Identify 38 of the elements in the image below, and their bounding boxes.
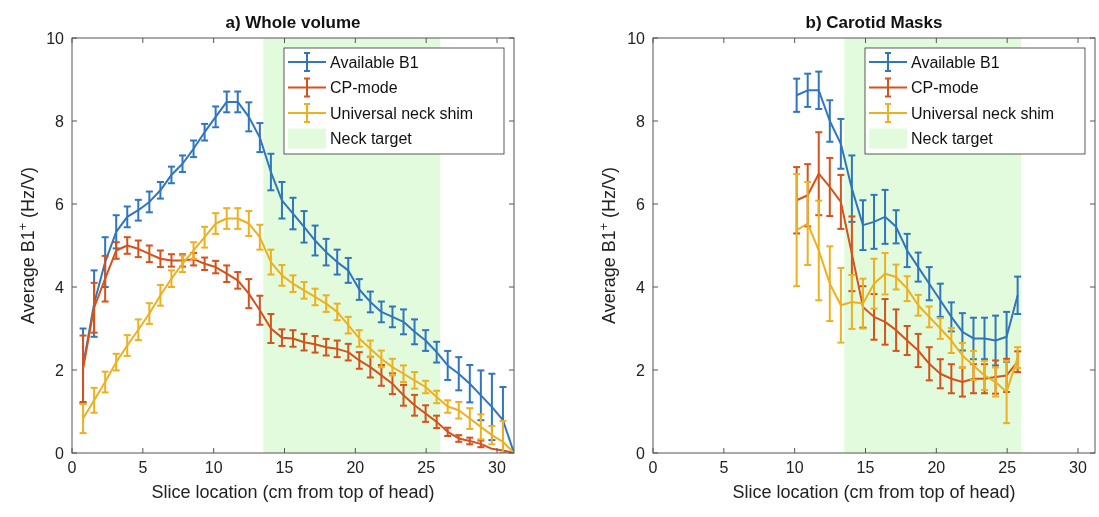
x-tick-label: 5	[719, 459, 729, 476]
x-tick-label: 10	[204, 459, 223, 476]
legend-label: Universal neck shim	[330, 104, 474, 122]
band-label: Neck target	[911, 130, 994, 148]
x-tick-label: 20	[346, 459, 365, 476]
y-tick-label: 0	[636, 444, 646, 462]
legend-label: CP-mode	[911, 79, 979, 97]
x-tick-label: 30	[488, 459, 506, 476]
chart-title: b) Carotid Masks	[805, 13, 943, 32]
legend-label: Available B1	[911, 53, 1000, 71]
x-tick-label: 10	[785, 459, 804, 476]
legend-label: Universal neck shim	[911, 104, 1055, 122]
legend-label: Available B1	[330, 53, 419, 71]
x-tick-label: 15	[856, 459, 875, 476]
y-tick-label: 6	[636, 195, 646, 213]
band-label: Neck target	[330, 130, 413, 148]
x-tick-label: 5	[138, 459, 148, 476]
y-tick-label: 4	[636, 278, 646, 296]
x-tick-label: 30	[1069, 459, 1087, 476]
y-tick-label: 8	[636, 112, 646, 130]
y-tick-label: 10	[46, 29, 65, 47]
x-axis-title: Slice location (cm from top of head)	[732, 482, 1016, 502]
x-tick-label: 25	[417, 459, 436, 476]
x-tick-label: 15	[275, 459, 294, 476]
y-tick-label: 6	[55, 195, 65, 213]
y-tick-label: 2	[55, 361, 65, 379]
x-axis-title: Slice location (cm from top of head)	[151, 482, 435, 502]
legend-label: CP-mode	[330, 79, 398, 97]
x-tick-label: 0	[648, 459, 658, 476]
x-tick-label: 25	[998, 459, 1017, 476]
y-tick-label: 0	[55, 444, 65, 462]
y-tick-label: 2	[636, 361, 646, 379]
x-tick-label: 20	[927, 459, 946, 476]
x-tick-label: 0	[67, 459, 77, 476]
y-tick-label: 4	[55, 278, 65, 296]
y-tick-label: 8	[55, 112, 65, 130]
y-tick-label: 10	[627, 29, 646, 47]
chart-title: a) Whole volume	[225, 13, 361, 32]
